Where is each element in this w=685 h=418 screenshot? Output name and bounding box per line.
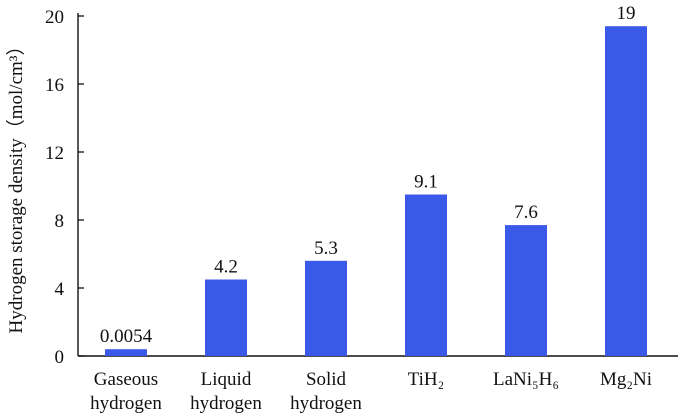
data-label: 9.1	[414, 172, 438, 193]
axes	[77, 13, 678, 357]
bar	[505, 225, 547, 356]
bar	[305, 260, 347, 356]
y-tick-label: 0	[55, 347, 65, 368]
category-label: LaNi₅H₆	[493, 369, 559, 390]
y-tick-label: 4	[55, 279, 65, 300]
data-label: 4.2	[214, 257, 238, 278]
category-label: Gaseous	[94, 369, 158, 390]
data-label: 19	[617, 3, 636, 24]
bars	[105, 26, 647, 356]
data-label: 5.3	[314, 238, 338, 259]
category-labels: Gaseous hydrogen Liquid hydrogen Solid hydrog…	[90, 369, 652, 414]
data-label: 7.6	[514, 202, 538, 223]
y-tick-label: 16	[45, 75, 64, 96]
bar	[405, 194, 447, 356]
category-label: TiH₂	[408, 369, 445, 390]
bar	[105, 349, 147, 356]
y-axis-label: Hydrogen storage density（mol/cm³）	[5, 37, 27, 334]
data-label: 0.0054	[100, 326, 153, 347]
data-labels: 0.0054 4.2 5.3 9.1 7.6 19	[100, 3, 636, 347]
bar	[205, 279, 247, 356]
y-tick-label: 8	[55, 211, 65, 232]
category-label: Liquid	[201, 369, 252, 390]
category-label: hydrogen	[190, 393, 262, 414]
category-label: Solid	[306, 369, 347, 390]
y-tick-label: 20	[45, 7, 64, 28]
bar	[605, 26, 647, 356]
y-tick-label: 12	[45, 143, 64, 164]
category-label: hydrogen	[290, 393, 362, 414]
category-label: hydrogen	[90, 393, 162, 414]
y-ticks: 0 4 8 12 16 20	[45, 7, 84, 368]
category-label: Mg₂Ni	[600, 369, 652, 390]
